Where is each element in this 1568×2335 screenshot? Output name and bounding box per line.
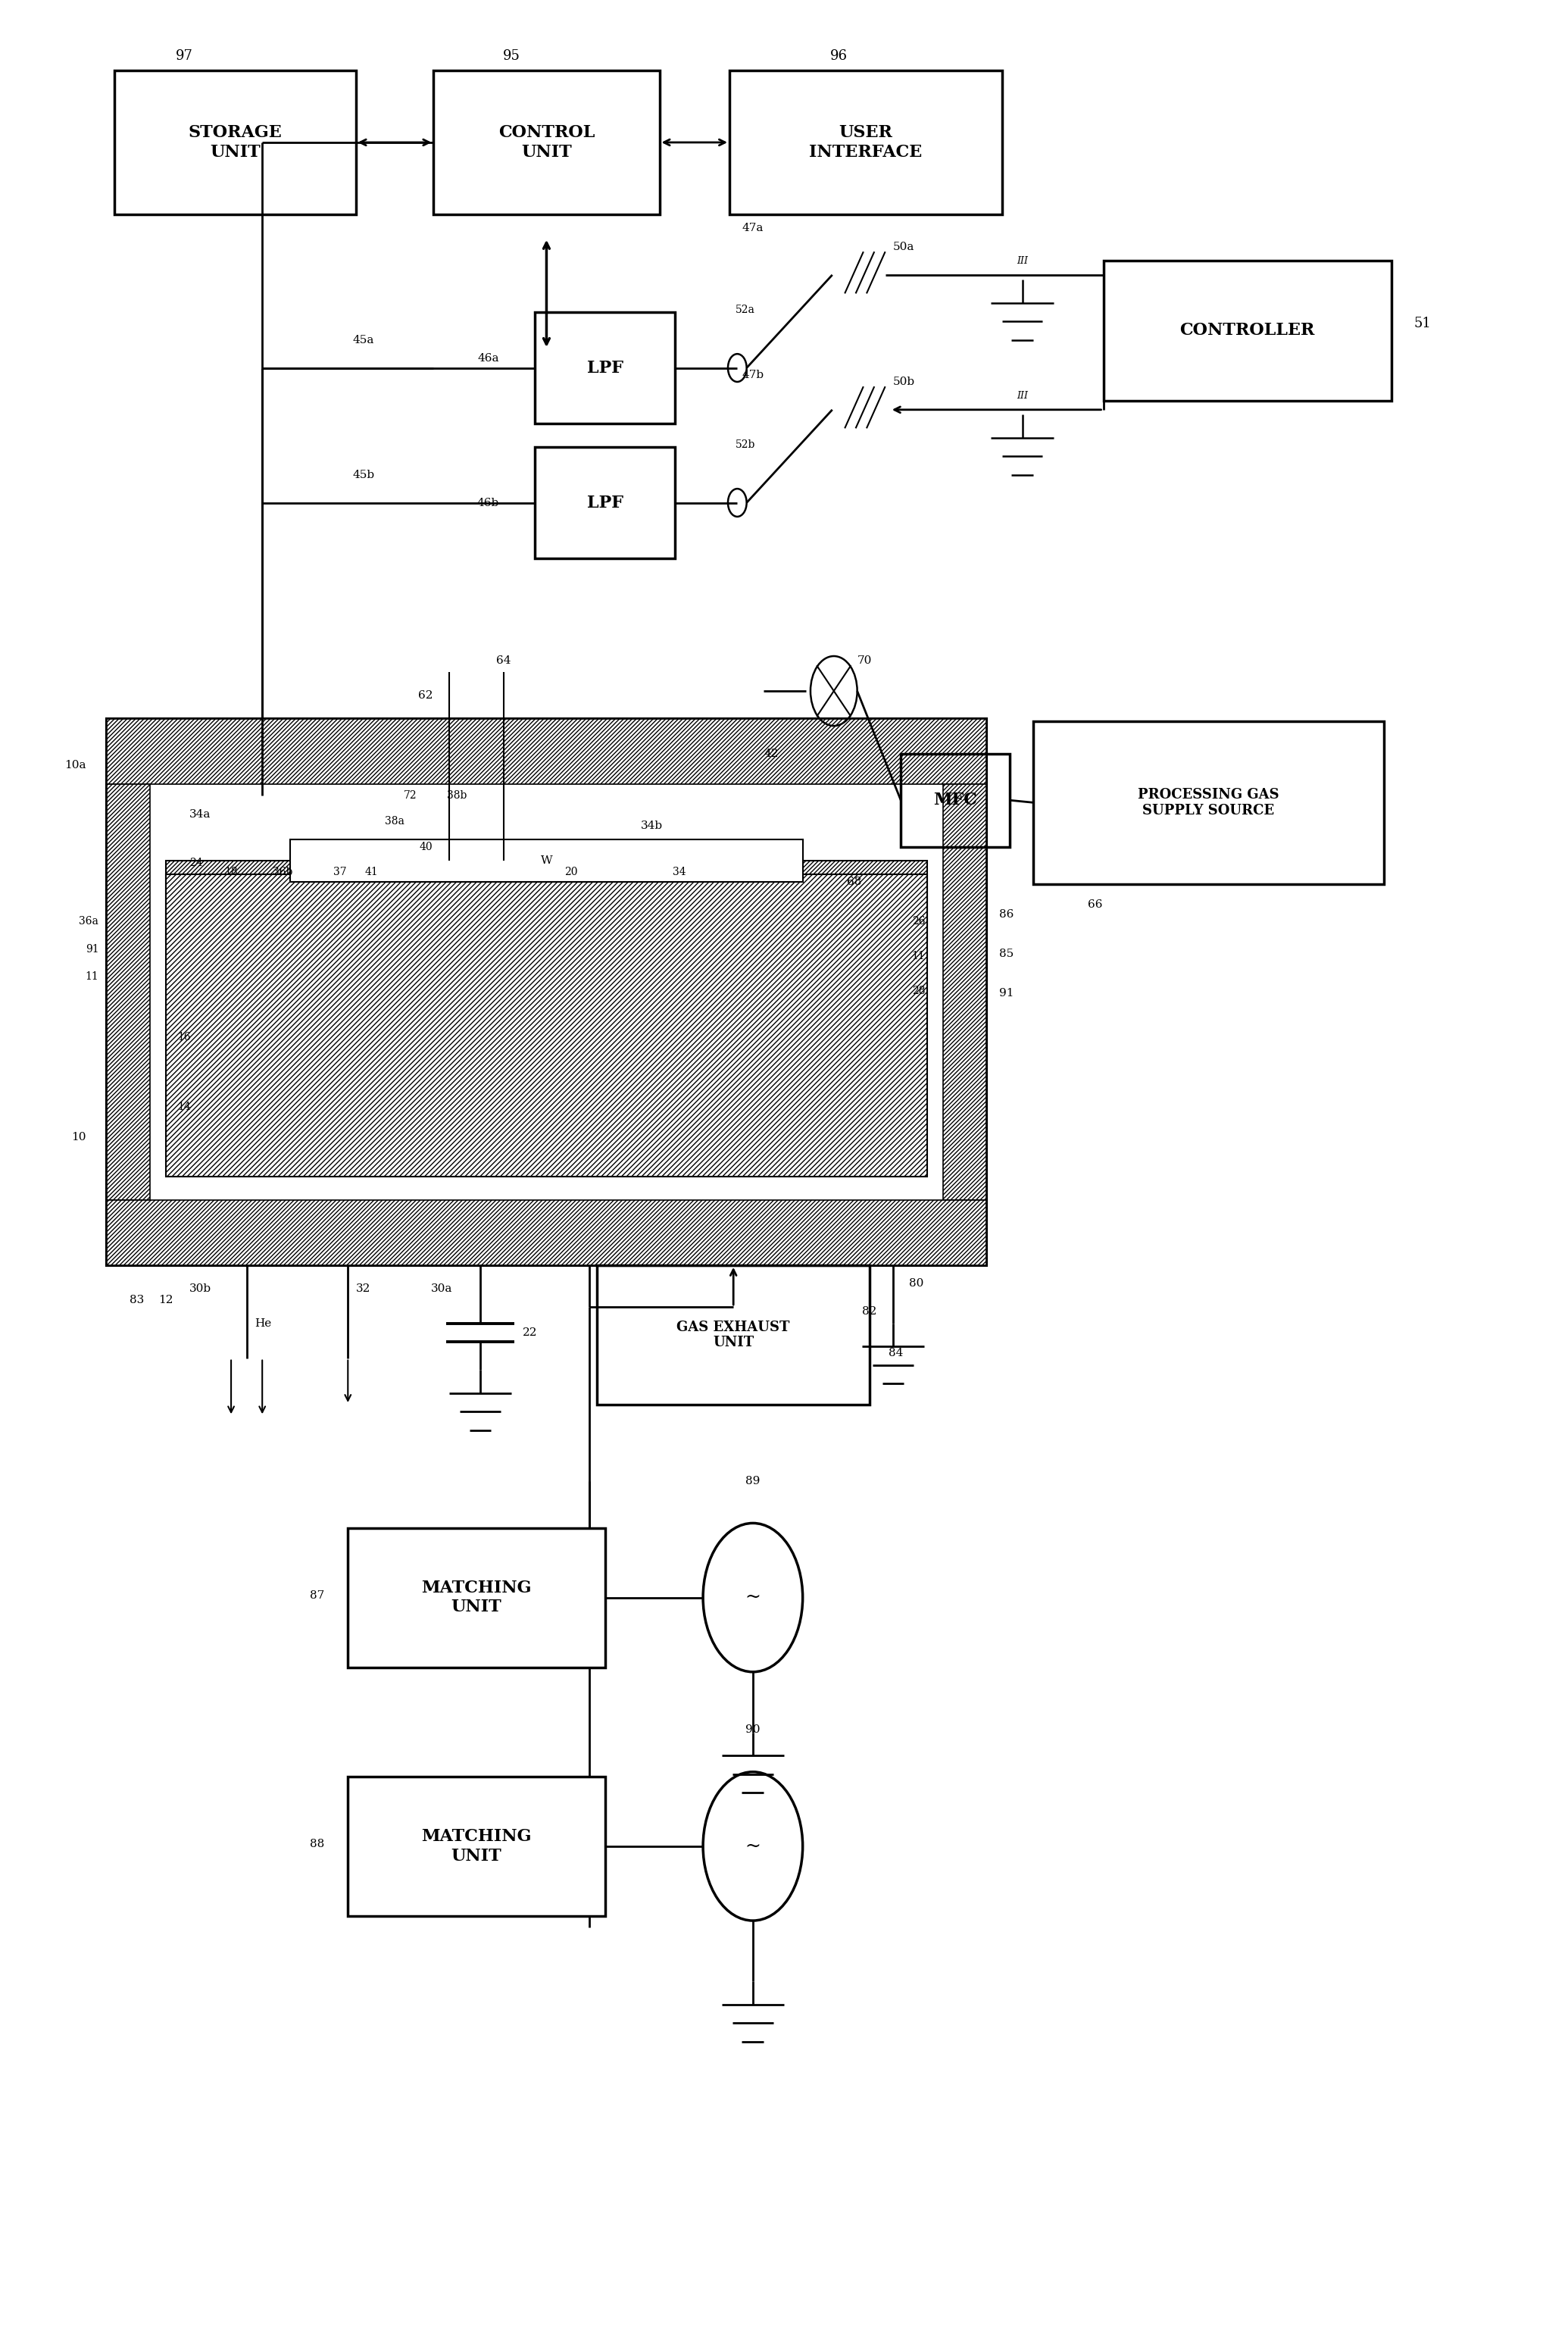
Text: MATCHING
UNIT: MATCHING UNIT — [422, 1828, 532, 1863]
Text: 66: 66 — [1088, 899, 1102, 911]
Bar — [290, 841, 803, 883]
Text: 45b: 45b — [353, 469, 375, 481]
Text: 90: 90 — [745, 1726, 760, 1735]
Text: 91: 91 — [999, 988, 1013, 999]
Text: 37: 37 — [334, 866, 347, 878]
Text: 38a: 38a — [384, 815, 405, 827]
Text: 26: 26 — [911, 915, 925, 927]
Text: 64: 64 — [495, 656, 511, 665]
Text: 80: 80 — [909, 1280, 924, 1289]
Text: ~: ~ — [745, 1588, 760, 1606]
Text: 18: 18 — [224, 866, 238, 878]
Bar — [535, 313, 674, 423]
Text: 82: 82 — [862, 1305, 877, 1317]
Text: 28: 28 — [911, 985, 925, 997]
Text: USER
INTERFACE: USER INTERFACE — [809, 124, 922, 161]
Bar — [900, 754, 1010, 848]
Bar — [1033, 722, 1383, 885]
Text: 10a: 10a — [64, 761, 86, 771]
Text: 46a: 46a — [477, 353, 499, 364]
Text: 30a: 30a — [431, 1282, 452, 1294]
Bar — [166, 876, 927, 1177]
Text: 88: 88 — [309, 1838, 325, 1849]
Text: III: III — [1016, 257, 1029, 266]
Text: 22: 22 — [522, 1326, 538, 1338]
Text: 95: 95 — [503, 49, 521, 63]
Text: W: W — [541, 855, 552, 866]
Text: 34a: 34a — [190, 808, 210, 820]
Text: 62: 62 — [419, 691, 433, 700]
Bar — [114, 70, 356, 215]
Text: GAS EXHAUST
UNIT: GAS EXHAUST UNIT — [677, 1319, 790, 1350]
Text: 45a: 45a — [353, 334, 375, 346]
Bar — [107, 785, 151, 1200]
Text: 11: 11 — [85, 971, 99, 983]
Bar — [107, 1200, 986, 1266]
Bar — [942, 785, 986, 1200]
Text: 52b: 52b — [735, 439, 756, 451]
Text: 30b: 30b — [188, 1282, 212, 1294]
Text: 34: 34 — [673, 866, 687, 878]
Text: 42: 42 — [764, 750, 779, 759]
Text: CONTROL
UNIT: CONTROL UNIT — [499, 124, 594, 161]
Bar — [107, 719, 986, 1266]
Text: 36a: 36a — [78, 915, 99, 927]
Text: 70: 70 — [858, 656, 872, 665]
Text: 86: 86 — [999, 908, 1013, 920]
Text: He: He — [254, 1317, 271, 1329]
Text: 47b: 47b — [742, 369, 764, 381]
Text: 16: 16 — [177, 1032, 191, 1044]
Text: 20: 20 — [564, 866, 577, 878]
Bar — [1104, 262, 1391, 399]
Text: 47a: 47a — [742, 224, 764, 234]
Text: 36b: 36b — [273, 866, 293, 878]
Text: 40: 40 — [419, 841, 433, 852]
Text: 91: 91 — [85, 943, 99, 955]
Text: 34b: 34b — [641, 820, 663, 831]
Text: 24: 24 — [190, 857, 202, 869]
Text: 38b: 38b — [447, 789, 467, 801]
Text: 46b: 46b — [477, 497, 499, 509]
Text: MFC: MFC — [933, 792, 977, 808]
Text: LPF: LPF — [586, 360, 622, 376]
Text: 14: 14 — [177, 1102, 191, 1111]
Bar — [535, 446, 674, 558]
Bar — [434, 70, 660, 215]
Text: 84: 84 — [889, 1347, 903, 1359]
Text: 72: 72 — [403, 789, 417, 801]
Bar — [597, 1266, 870, 1406]
Text: 89: 89 — [745, 1476, 760, 1487]
Text: LPF: LPF — [586, 495, 622, 511]
Text: ~: ~ — [745, 1838, 760, 1854]
Text: 41: 41 — [364, 866, 378, 878]
Bar — [348, 1777, 605, 1917]
Text: PROCESSING GAS
SUPPLY SOURCE: PROCESSING GAS SUPPLY SOURCE — [1138, 787, 1279, 817]
Text: 97: 97 — [176, 49, 193, 63]
Text: STORAGE
UNIT: STORAGE UNIT — [188, 124, 282, 161]
Text: 12: 12 — [158, 1294, 172, 1305]
Text: 32: 32 — [356, 1282, 370, 1294]
Text: 51: 51 — [1414, 318, 1432, 332]
Text: MATCHING
UNIT: MATCHING UNIT — [422, 1578, 532, 1616]
Text: 10: 10 — [72, 1132, 86, 1142]
Text: CONTROLLER: CONTROLLER — [1179, 322, 1316, 339]
Text: 52a: 52a — [735, 304, 754, 315]
Text: 11: 11 — [911, 950, 925, 962]
Text: 68: 68 — [847, 876, 861, 887]
Text: III: III — [1016, 390, 1029, 402]
Bar — [107, 719, 986, 785]
Text: 83: 83 — [130, 1294, 144, 1305]
Bar — [348, 1527, 605, 1667]
Text: 96: 96 — [829, 49, 847, 63]
Text: 87: 87 — [309, 1590, 325, 1599]
Bar — [166, 862, 927, 941]
Bar — [729, 70, 1002, 215]
Text: 50b: 50b — [892, 376, 916, 388]
Text: 50a: 50a — [894, 243, 914, 252]
Text: 85: 85 — [999, 948, 1013, 960]
